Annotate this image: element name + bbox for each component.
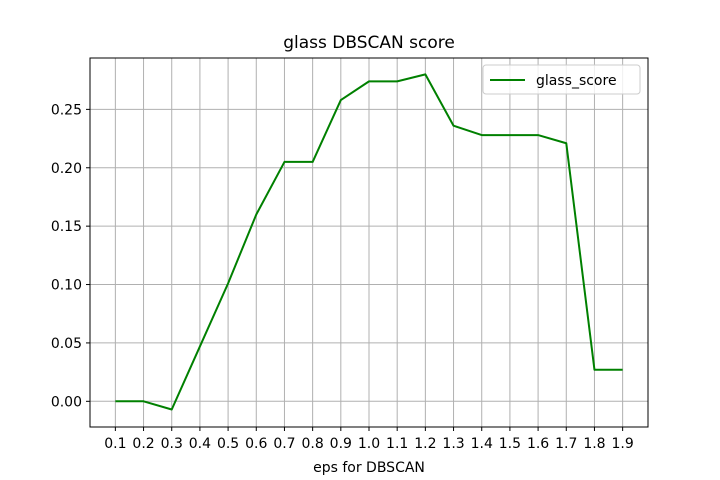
data-point [255,213,257,215]
x-tick-label: 1.6 [527,436,549,452]
data-point [622,369,624,371]
data-point [509,134,511,136]
series-layer [114,73,624,411]
data-point [453,125,455,127]
data-point [114,400,116,402]
x-tick-label: 1.0 [358,436,380,452]
data-point [396,80,398,82]
data-point [312,161,314,163]
data-point [368,80,370,82]
x-tick-label: 0.7 [273,436,295,452]
x-tick-label: 0.9 [330,436,352,452]
y-tick-label: 0.05 [51,336,82,352]
axis-ticks: 0.1 0.2 0.3 0.4 0.5 0.6 0.7 0.8 0.9 1.0 1.1 1.2 1.3 1… [51,102,634,452]
y-tick-label: 0.10 [51,278,82,294]
legend: glass_score [482,64,641,95]
data-point [565,142,567,144]
data-point [340,99,342,101]
y-tick-label: 0.20 [51,161,82,177]
x-tick-label: 0.6 [245,436,267,452]
data-point [199,345,201,347]
data-point [424,73,426,75]
data-point [283,161,285,163]
x-tick-label: 0.8 [302,436,324,452]
x-tick-label: 1.2 [414,436,436,452]
x-tick-label: 1.3 [442,436,464,452]
x-tick-label: 0.1 [104,436,126,452]
series-line-glass-score [115,73,623,411]
y-tick-label: 0.25 [51,102,82,118]
data-point [593,369,595,371]
grid [90,58,648,427]
x-axis-label: eps for DBSCAN [313,460,425,476]
x-tick-label: 0.5 [217,436,239,452]
data-point [537,134,539,136]
data-point [227,282,229,284]
x-tick-label: 1.1 [386,436,408,452]
legend-label-glass-score: glass_score [536,73,617,89]
data-point [171,408,173,410]
x-tick-label: 1.4 [471,436,493,452]
x-tick-label: 1.7 [555,436,577,452]
x-tick-label: 0.4 [189,436,211,452]
chart-title: glass DBSCAN score [283,33,455,53]
x-tick-label: 1.5 [499,436,521,452]
x-tick-label: 0.3 [161,436,183,452]
legend-box [482,64,641,95]
y-tick-label: 0.00 [51,394,82,410]
x-tick-label: 1.8 [583,436,605,452]
data-point [143,400,145,402]
y-tick-label: 0.15 [51,219,82,235]
x-tick-label: 1.9 [612,436,634,452]
data-point [481,134,483,136]
x-tick-label: 0.2 [132,436,154,452]
